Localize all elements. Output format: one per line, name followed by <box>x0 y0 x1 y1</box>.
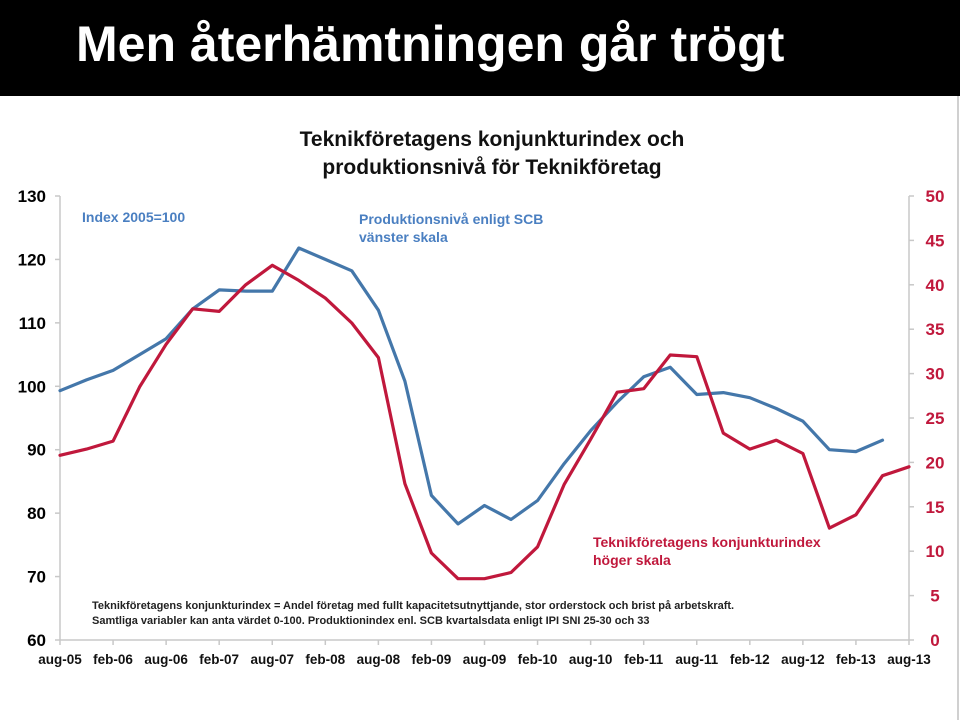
slide-title: Men återhämtningen går trögt <box>76 16 785 72</box>
footnote-line-1: Teknikföretagens konjunkturindex = Andel… <box>92 600 734 612</box>
x-axis-ticks: aug-05 feb-06 aug-06 feb-07 aug-07 feb-08 aug-… <box>38 640 931 667</box>
right-tick-label: 20 <box>926 453 945 472</box>
x-tick-label: aug-07 <box>250 652 294 667</box>
series-line-konjunktur <box>58 263 911 581</box>
right-axis-ticks: 0 5 10 15 20 25 30 35 40 45 50 <box>909 187 944 650</box>
left-tick-label: 80 <box>27 504 46 523</box>
x-tick-label: feb-13 <box>836 652 876 667</box>
right-tick-label: 5 <box>930 587 939 606</box>
left-tick-label: 70 <box>27 568 46 587</box>
x-tick-label: aug-12 <box>781 652 825 667</box>
x-tick-label: aug-11 <box>675 652 718 667</box>
x-tick-label: feb-08 <box>305 652 345 667</box>
footnote-line-2: Samtliga variabler kan anta värdet 0-100… <box>92 615 650 627</box>
x-tick-label: feb-09 <box>412 652 452 667</box>
chart: Teknikföretagens konjunkturindex och pro… <box>18 128 945 667</box>
left-tick-label: 130 <box>18 187 46 206</box>
left-axis-ticks: 60 70 80 90 100 110 120 130 <box>18 187 60 650</box>
index-note: Index 2005=100 <box>82 209 185 225</box>
x-tick-label: aug-08 <box>357 652 401 667</box>
right-tick-label: 45 <box>926 231 945 250</box>
left-tick-label: 60 <box>27 631 46 650</box>
x-tick-label: aug-06 <box>144 652 188 667</box>
x-tick-label: feb-06 <box>93 652 133 667</box>
right-tick-label: 40 <box>926 276 945 295</box>
right-tick-label: 50 <box>926 187 945 206</box>
x-tick-label: feb-10 <box>518 652 558 667</box>
x-tick-label: aug-05 <box>38 652 82 667</box>
konjunktur-label-line-1: Teknikföretagens konjunkturindex <box>593 534 821 550</box>
produktion-label-line-1: Produktionsnivå enligt SCB <box>359 211 543 227</box>
slide-header-bar: Men återhämtningen går trögt <box>0 0 960 96</box>
chart-title-line-1: Teknikföretagens konjunkturindex och <box>300 128 685 151</box>
series-line-produktion <box>58 246 885 526</box>
right-tick-label: 0 <box>930 631 939 650</box>
x-tick-label: feb-12 <box>730 652 770 667</box>
x-tick-label: aug-09 <box>463 652 507 667</box>
right-tick-label: 25 <box>926 409 945 428</box>
left-tick-label: 110 <box>19 314 46 333</box>
konjunktur-label-line-2: höger skala <box>593 552 671 568</box>
right-tick-label: 10 <box>926 542 945 561</box>
right-tick-label: 30 <box>926 365 945 384</box>
x-tick-label: feb-07 <box>199 652 239 667</box>
left-tick-label: 100 <box>18 377 46 396</box>
x-tick-label: aug-13 <box>887 652 931 667</box>
x-tick-label: aug-10 <box>569 652 613 667</box>
left-tick-label: 90 <box>27 441 46 460</box>
series-layer <box>58 246 911 581</box>
right-tick-label: 35 <box>926 320 945 339</box>
chart-title-line-2: produktionsnivå för Teknikföretag <box>322 156 661 179</box>
right-tick-label: 15 <box>926 498 945 517</box>
left-tick-label: 120 <box>18 250 46 269</box>
produktion-label-line-2: vänster skala <box>359 229 448 245</box>
x-tick-label: feb-11 <box>624 652 664 667</box>
slide-right-rule <box>957 96 959 720</box>
